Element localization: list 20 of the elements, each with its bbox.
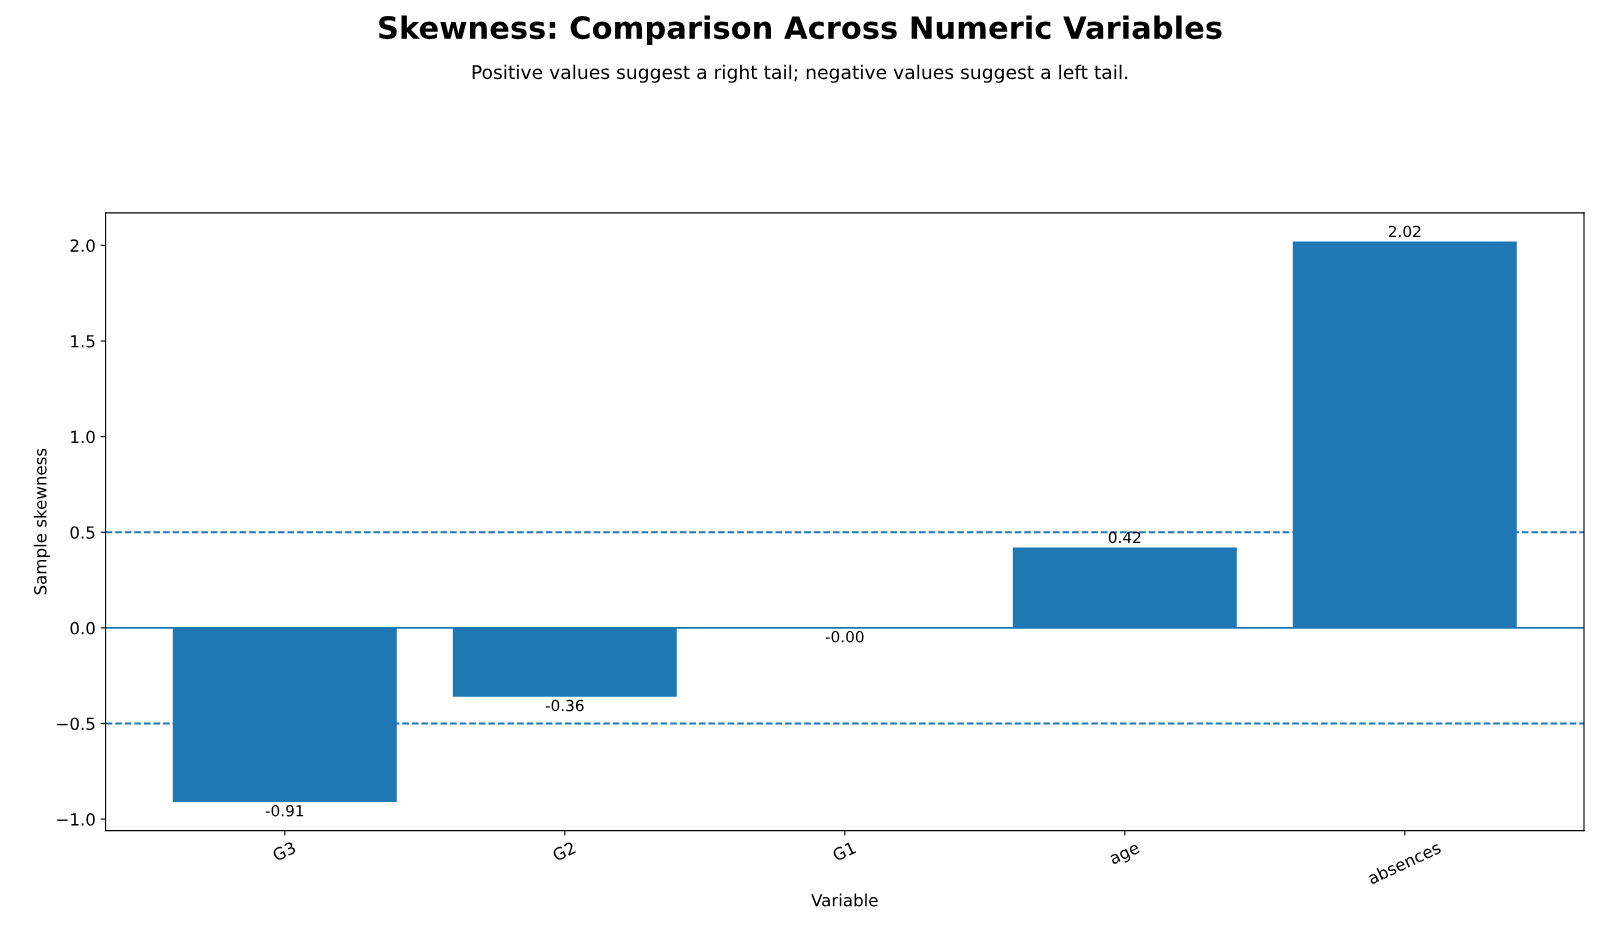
y-tick-label: −1.0 bbox=[57, 813, 95, 826]
y-tick-label: 1.0 bbox=[71, 430, 95, 444]
y-tick-label: 0.5 bbox=[70, 526, 95, 539]
x-axis-title: Variable bbox=[811, 893, 878, 907]
data-label: -0.36 bbox=[545, 699, 584, 712]
data-label: -0.91 bbox=[265, 804, 304, 817]
x-tick-label: age bbox=[1109, 843, 1142, 868]
x-tick-label: G3 bbox=[271, 841, 297, 862]
x-tick-label: G2 bbox=[551, 841, 576, 862]
data-label: 2.02 bbox=[1388, 225, 1421, 238]
y-tick-label: 0.0 bbox=[70, 621, 95, 635]
x-tick-label: G1 bbox=[831, 841, 857, 862]
y-tick-label: 1.5 bbox=[71, 335, 95, 348]
y-tick-label: 2.0 bbox=[70, 239, 95, 252]
chart-subtitle: Positive values suggest a right tail; negative values suggest a left tail. bbox=[472, 64, 1128, 83]
data-label: -0.00 bbox=[825, 630, 864, 643]
y-axis-title: Sample skewness bbox=[33, 448, 50, 595]
y-tick-label: −0.5 bbox=[57, 717, 95, 731]
chart-title: Skewness: Comparison Across Numeric Variables bbox=[379, 15, 1222, 46]
data-label: 0.42 bbox=[1108, 531, 1141, 544]
